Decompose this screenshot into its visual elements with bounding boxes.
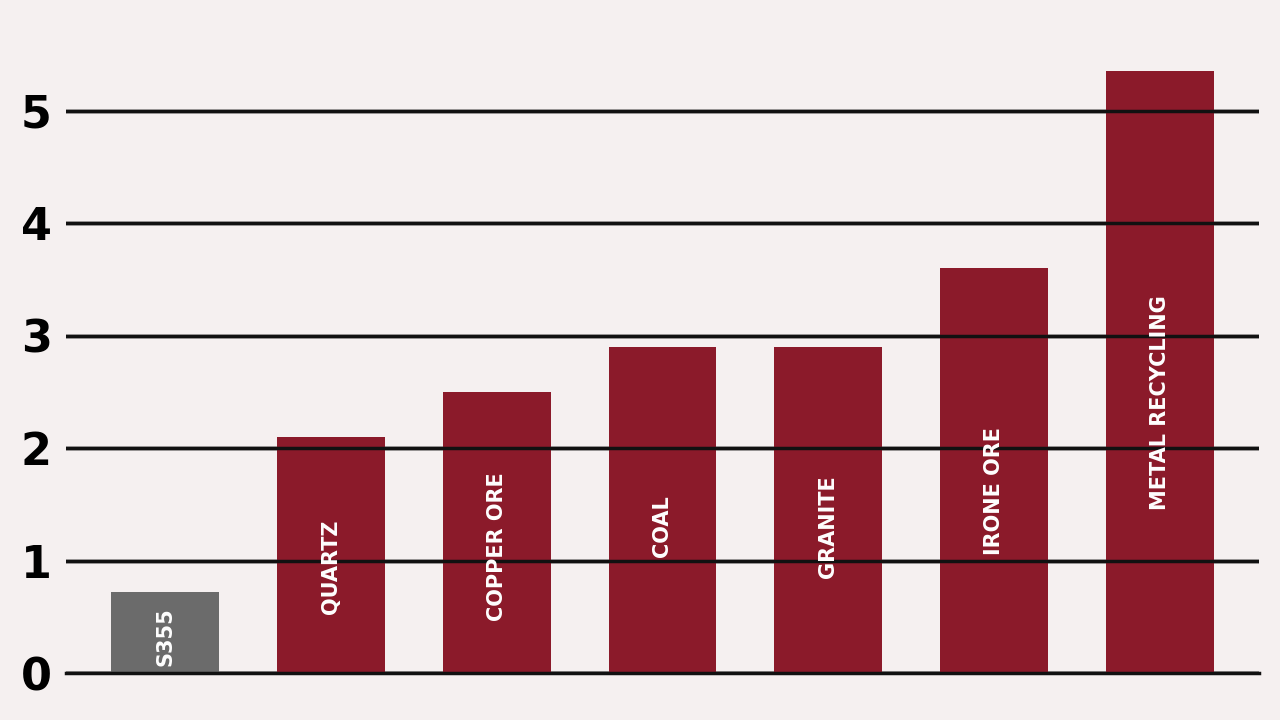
Bar [774,347,882,673]
Text: COAL: COAL [653,495,672,557]
Bar [1106,71,1213,673]
Text: S355: S355 [155,608,175,666]
Text: METAL RECYCLING: METAL RECYCLING [1149,295,1170,510]
Text: QUARTZ: QUARTZ [321,520,340,614]
Bar [111,592,219,673]
Bar [276,437,385,673]
Text: IRONE ORE: IRONE ORE [984,427,1004,555]
Bar [608,347,717,673]
Bar [443,392,550,673]
Text: COPPER ORE: COPPER ORE [486,472,507,621]
Bar [940,269,1048,673]
Text: GRANITE: GRANITE [818,475,838,577]
